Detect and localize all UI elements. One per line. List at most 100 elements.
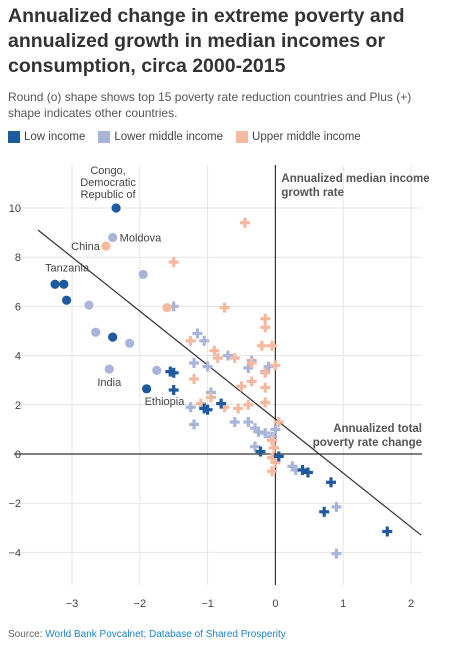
circle-point-low-income [61,295,72,305]
plus-point-low-income [255,446,266,457]
y-axis-title: Annualized median income growth rate [281,173,429,199]
plus-point-lower-middle-income [270,424,281,435]
plus-point-bar [263,313,267,324]
plus-point-upper-middle-income [246,357,257,368]
plus-point-upper-middle-income [185,335,196,346]
circle-point-low-income [50,279,60,289]
plus-point-bar [273,360,277,371]
plus-point-bar [172,257,176,268]
plus-point-bar [290,461,294,472]
circle-point-upper-middle-income [101,241,111,251]
y-tick-label: 8 [15,252,21,264]
plus-point-upper-middle-income [209,345,220,356]
plus-point-bar [253,423,257,434]
plus-point-bar [202,335,206,346]
tick-labels: −3 −2 −1 0 1 2 −4 −2 0 2 4 6 8 10 [8,203,414,610]
plus-point-bar [212,345,216,356]
plus-point-bar [260,340,264,351]
plus-point-lower-middle-income [331,548,342,559]
y-tick-label: 0 [15,449,21,461]
plus-point-bar [258,446,263,457]
x-axis-title-line: poverty rate change [313,437,422,449]
circle-point-lower-middle-income [104,364,114,374]
circle-point-low-income [59,279,69,289]
plus-point-upper-middle-income [267,435,278,446]
x-tick-label: −1 [201,598,214,610]
circle-point-low-income [111,203,121,213]
plus-point-upper-middle-income [239,217,250,228]
plus-point-bar [246,399,250,410]
point-label: Ethiopia [145,396,186,408]
plus-point-lower-middle-income [243,417,254,428]
plus-point-bar [250,357,254,368]
plus-point-low-income [319,506,330,517]
chart-title: Annualized change in extreme poverty and… [8,5,405,77]
plus-point-bar [263,367,267,378]
circle-point-upper-middle-income [162,303,172,313]
plus-point-upper-middle-income [205,392,216,403]
plus-point-low-income [168,367,179,378]
point-labels: Moldova India China Congo, Democratic Republi… [45,165,185,408]
circle-point-lower-middle-income [152,365,162,375]
plus-point-bar [192,357,196,368]
plus-point-bar [272,442,276,453]
point-label: Congo, Democratic Republic of [80,165,136,201]
plus-point-bar [270,452,274,463]
y-axis-title-line: growth rate [281,187,344,199]
plus-point-bar [246,417,250,428]
plus-point-bar [189,402,193,413]
plus-point-lower-middle-income [202,361,213,372]
plus-point-bar [209,392,213,403]
plus-point-bar [195,328,200,339]
x-tick-label: 2 [408,598,414,610]
plus-point-bar [222,402,227,413]
plus-point-upper-middle-income [246,376,257,387]
plus-point-lower-middle-income [222,350,233,361]
plus-point-bar [236,403,240,414]
trend-line [37,229,422,536]
plus-point-upper-middle-income [273,417,284,428]
plus-point-lower-middle-income [250,441,261,452]
plus-point-bar [294,464,298,475]
plus-point-upper-middle-income [212,353,223,364]
plus-point-bar [250,376,254,387]
source-link[interactable]: World Bank Povcalnet; Database of Shared… [45,629,286,640]
plus-point-bar [322,506,326,517]
plus-point-bar [306,467,310,478]
plus-point-bar [192,419,196,430]
data-points [50,203,393,559]
plus-point-lower-middle-income [253,426,264,437]
circle-point-lower-middle-income [108,232,118,243]
plus-point-low-income [302,467,313,478]
x-tick-label: −2 [134,598,147,610]
plus-point-upper-middle-income [260,397,271,408]
plus-point-lower-middle-income [229,417,240,428]
legend-swatch-upper-middle-income [236,131,249,143]
point-label-line: Republic of [81,189,137,201]
plus-point-upper-middle-income [256,340,267,351]
plus-point-upper-middle-income [229,353,240,364]
plus-point-bar [300,464,305,475]
plus-point-bar [219,398,223,409]
plus-point-lower-middle-income [192,328,203,339]
point-label: Tanzania [45,262,90,274]
plus-point-lower-middle-income [189,419,200,430]
plus-point-upper-middle-income [270,457,281,468]
plus-point-lower-middle-income [250,423,261,434]
plus-point-bar [226,350,230,361]
legend-item-lower-middle-income: Lower middle income [98,131,223,143]
plus-point-upper-middle-income [195,398,206,409]
legend-label-lower-middle-income: Lower middle income [114,131,224,143]
x-axis-title: Annualized total poverty rate change [313,423,422,449]
plus-point-bar [334,501,339,512]
legend-item-upper-middle-income: Upper middle income [236,131,361,143]
plus-point-bar [172,367,176,378]
x-axis-title-line: Annualized total [333,423,422,435]
plus-point-lower-middle-income [189,357,200,368]
plus-point-bar [243,217,247,228]
plus-point-upper-middle-income [243,399,254,410]
plus-point-bar [263,397,267,408]
x-tick-label: 0 [272,598,278,610]
plus-point-upper-middle-income [168,257,179,268]
plus-point-low-income [273,451,284,462]
